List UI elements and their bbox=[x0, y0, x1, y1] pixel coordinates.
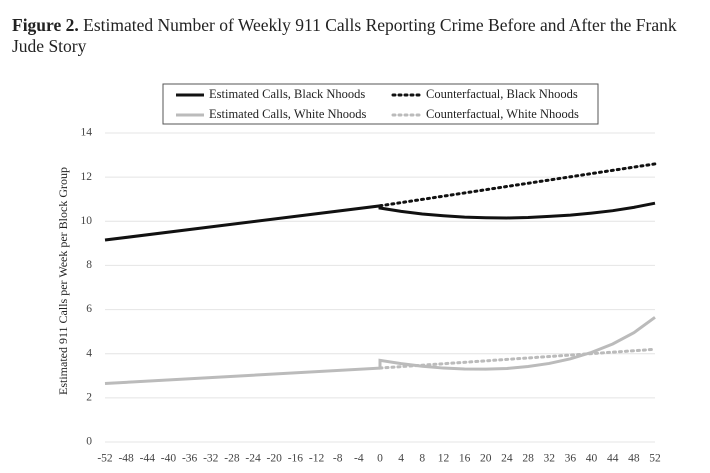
series-line bbox=[104, 201, 656, 242]
x-tick-label: 40 bbox=[586, 453, 598, 465]
y-tick-label: 4 bbox=[86, 347, 92, 359]
x-tick-label: -52 bbox=[97, 453, 113, 465]
y-tick-label: 0 bbox=[86, 436, 92, 448]
x-tick-label: 36 bbox=[565, 453, 577, 465]
x-tick-label: -8 bbox=[333, 453, 343, 465]
x-tick-label: -32 bbox=[203, 453, 219, 465]
x-tick-label: 44 bbox=[607, 453, 619, 465]
x-tick-label: -36 bbox=[182, 453, 198, 465]
y-tick-label: 12 bbox=[81, 171, 93, 183]
x-tick-label: 24 bbox=[501, 453, 513, 465]
x-tick-label: -48 bbox=[118, 453, 134, 465]
legend-box bbox=[162, 83, 599, 125]
series-line bbox=[104, 316, 656, 386]
y-tick-label: 8 bbox=[86, 259, 92, 271]
y-tick-label: 14 bbox=[81, 127, 93, 139]
legend-label: Estimated Calls, White Nhoods bbox=[209, 107, 367, 121]
x-tick-label: -16 bbox=[288, 453, 304, 465]
legend-label: Estimated Calls, Black Nhoods bbox=[209, 87, 365, 101]
x-tick-label: 48 bbox=[628, 453, 640, 465]
y-tick-label: 2 bbox=[86, 391, 92, 403]
y-tick-label: 6 bbox=[86, 303, 92, 315]
x-tick-label: 8 bbox=[419, 453, 425, 465]
x-tick-label: -20 bbox=[267, 453, 283, 465]
x-tick-label: 52 bbox=[649, 453, 661, 465]
x-tick-label: -44 bbox=[140, 453, 156, 465]
y-tick-label: 10 bbox=[81, 215, 93, 227]
figure-label: Figure 2. bbox=[12, 15, 79, 35]
x-tick-label: -28 bbox=[224, 453, 240, 465]
title-text: Estimated Number of Weekly 911 Calls Rep… bbox=[12, 15, 677, 56]
figure-title: Figure 2. Estimated Number of Weekly 911… bbox=[12, 15, 682, 57]
x-tick-label: 4 bbox=[398, 453, 404, 465]
series-line bbox=[378, 347, 657, 370]
x-tick-label: 20 bbox=[480, 453, 492, 465]
x-tick-label: 28 bbox=[522, 453, 534, 465]
x-tick-label: -12 bbox=[309, 453, 325, 465]
legend-label: Counterfactual, White Nhoods bbox=[426, 107, 579, 121]
x-tick-label: 16 bbox=[459, 453, 471, 465]
y-axis-label: Estimated 911 Calls per Week per Block G… bbox=[56, 167, 70, 395]
legend-label: Counterfactual, Black Nhoods bbox=[426, 87, 578, 101]
x-tick-label: 0 bbox=[377, 453, 383, 465]
x-tick-label: -40 bbox=[161, 453, 177, 465]
series-line bbox=[378, 162, 657, 208]
x-tick-label: 12 bbox=[438, 453, 450, 465]
x-tick-label: -4 bbox=[354, 453, 364, 465]
x-tick-label: -24 bbox=[245, 453, 261, 465]
x-tick-label: 32 bbox=[543, 453, 555, 465]
